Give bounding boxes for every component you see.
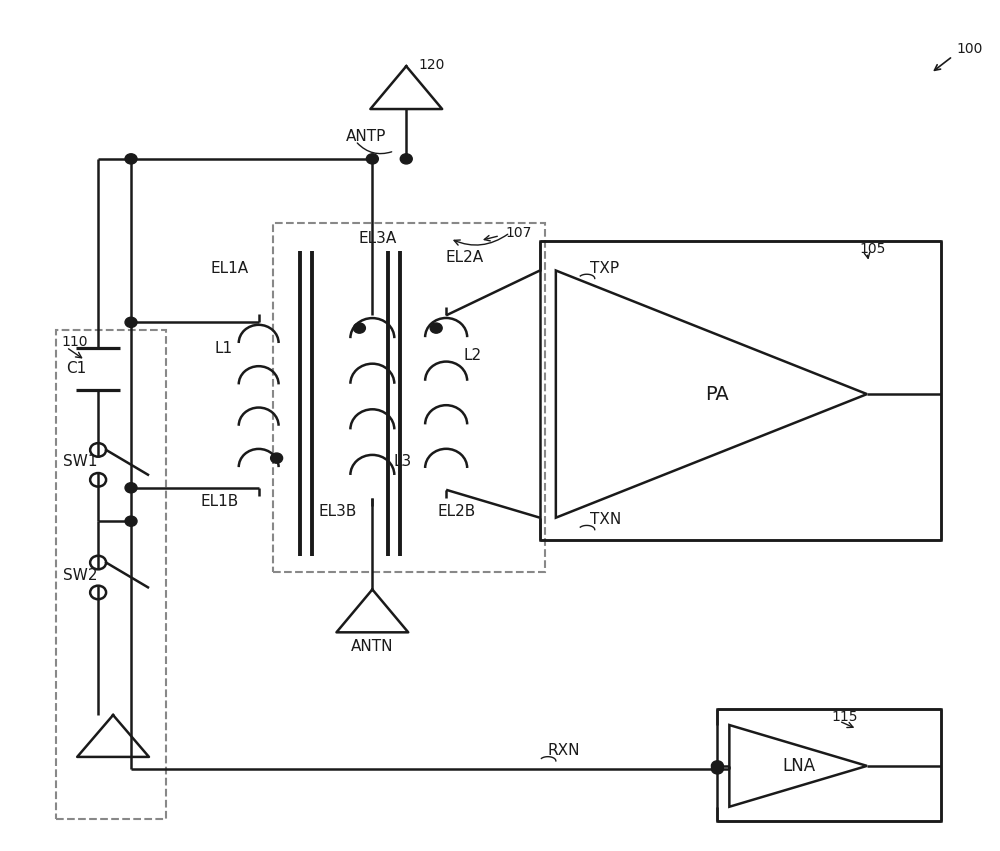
Circle shape	[125, 317, 137, 328]
Text: EL3B: EL3B	[319, 505, 357, 519]
Text: TXP: TXP	[590, 261, 619, 276]
Text: LNA: LNA	[783, 757, 816, 775]
Text: EL1B: EL1B	[201, 494, 239, 509]
Circle shape	[125, 516, 137, 526]
Bar	[717, 709, 941, 820]
Text: 120: 120	[418, 58, 445, 72]
Circle shape	[353, 323, 365, 334]
Text: EL2B: EL2B	[437, 505, 475, 519]
Circle shape	[125, 154, 137, 164]
Text: SW2: SW2	[63, 568, 98, 583]
Bar	[56, 330, 166, 819]
Circle shape	[711, 764, 723, 774]
Circle shape	[125, 483, 137, 493]
Text: ANTP: ANTP	[345, 129, 386, 145]
Text: L3: L3	[393, 454, 412, 470]
Text: 115: 115	[831, 710, 858, 724]
Text: EL3A: EL3A	[358, 231, 397, 246]
Text: L1: L1	[215, 340, 233, 356]
Bar	[540, 241, 941, 540]
Text: C1: C1	[66, 361, 86, 375]
Text: L2: L2	[463, 348, 481, 363]
Text: ANTN: ANTN	[351, 639, 394, 654]
Text: SW1: SW1	[63, 454, 98, 470]
Text: 100: 100	[957, 43, 983, 56]
Circle shape	[271, 453, 283, 463]
Text: EL2A: EL2A	[445, 250, 483, 265]
Text: 110: 110	[61, 335, 88, 349]
Bar	[273, 223, 545, 572]
Text: PA: PA	[706, 385, 729, 403]
Circle shape	[366, 154, 378, 164]
Circle shape	[430, 323, 442, 334]
Text: EL1A: EL1A	[211, 261, 249, 276]
Circle shape	[711, 761, 723, 771]
Text: 107: 107	[505, 226, 531, 240]
Text: RXN: RXN	[548, 744, 580, 758]
Text: 105: 105	[859, 242, 885, 255]
Circle shape	[400, 154, 412, 164]
Text: TXN: TXN	[590, 512, 621, 527]
